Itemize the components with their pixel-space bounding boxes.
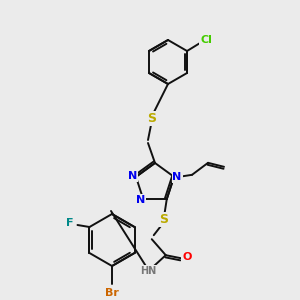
Text: Br: Br xyxy=(105,288,119,298)
Text: S: S xyxy=(148,112,157,124)
Text: F: F xyxy=(66,218,73,228)
Text: N: N xyxy=(128,171,138,181)
Text: HN: HN xyxy=(140,266,156,276)
Text: Cl: Cl xyxy=(200,35,212,45)
Text: O: O xyxy=(182,252,191,262)
Text: S: S xyxy=(159,213,168,226)
Text: N: N xyxy=(136,195,145,205)
Text: N: N xyxy=(172,172,182,182)
